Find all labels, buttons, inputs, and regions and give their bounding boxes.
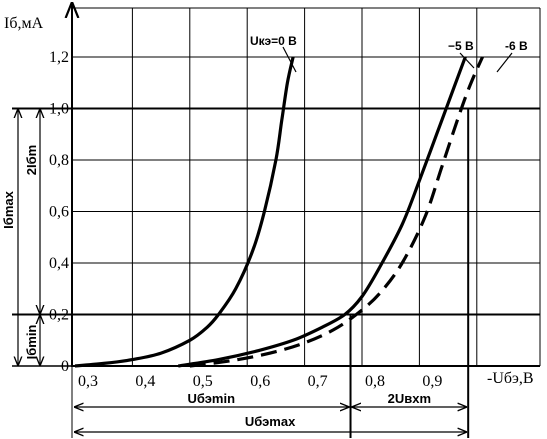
- series-label-2: −5 В: [448, 39, 474, 53]
- series-label-leader-3: [496, 52, 513, 73]
- y-tick-label: 1,0: [49, 101, 69, 118]
- curves: Uкэ=0 В −5 В -6 В: [74, 34, 528, 368]
- y-tick-label: 0,4: [49, 255, 69, 272]
- x-axis-label: -Uбэ,В: [487, 370, 534, 387]
- y-tick-label: 0,2: [49, 307, 69, 324]
- ib-min-label: Iбmin: [24, 325, 39, 360]
- two-ibm-label: 2Iбm: [24, 145, 39, 175]
- series-line-2: [178, 56, 467, 368]
- tick-labels: 0,3 0,4 0,5 0,6 0,7 0,8 0,9 0 0,2 0,4 0,6 0,8 1,0 1,2…: [4, 15, 534, 390]
- series-line-1: [74, 56, 295, 368]
- x-tick-label: 0,8: [365, 373, 385, 390]
- two-uvxm-label: 2Uвхm: [388, 391, 431, 406]
- x-tick-label: 0,3: [78, 373, 98, 390]
- series-line-3: [189, 56, 484, 368]
- x-tick-label: 0,9: [422, 373, 442, 390]
- series-label-1: Uкэ=0 В: [250, 34, 297, 48]
- y-tick-label: 0: [61, 358, 69, 375]
- ib-max-label: Iбmax: [1, 190, 16, 228]
- y-tick-label: 1,2: [49, 49, 69, 66]
- y-tick-label: 0,6: [49, 204, 69, 221]
- grid: [72, 7, 541, 366]
- x-tick-label: 0,7: [308, 373, 328, 390]
- series-label-leader-1: [282, 46, 297, 73]
- reference-lines: [12, 107, 540, 438]
- series-label-3: -6 В: [505, 39, 528, 53]
- x-tick-label: 0,5: [193, 373, 213, 390]
- x-tick-label: 0,6: [250, 373, 270, 390]
- y-tick-label: 0,8: [49, 152, 69, 169]
- ube-max-label: Uбэmax: [245, 414, 296, 429]
- x-tick-label: 0,4: [135, 373, 155, 390]
- dimension-annotations: Iбmax Iбmin 2Iбm Uбэmin 2Uвхm Uбэmax: [1, 108, 468, 438]
- y-axis-label: Iб,мА: [4, 15, 44, 32]
- series-label-leader-2: [459, 52, 475, 69]
- axes: [12, 2, 540, 367]
- ube-min-label: Uбэmin: [187, 391, 235, 406]
